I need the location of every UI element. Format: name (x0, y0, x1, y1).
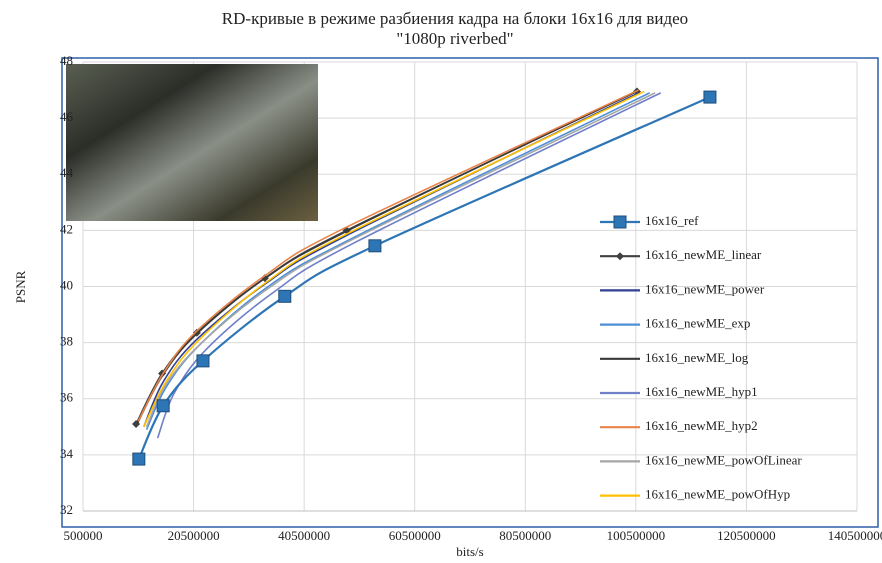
data-point (369, 240, 381, 252)
y-tick-label: 46 (60, 109, 74, 124)
chart-subtitle: "1080p riverbed" (396, 29, 513, 48)
y-tick-label: 38 (60, 334, 73, 349)
legend-label: 16x16_newME_powOfHyp (645, 487, 790, 502)
x-tick-label: 80500000 (499, 528, 551, 543)
legend-label: 16x16_ref (645, 213, 699, 228)
x-tick-label: 60500000 (389, 528, 441, 543)
x-axis-title: bits/s (456, 544, 483, 559)
data-point (197, 355, 209, 367)
x-tick-label: 20500000 (168, 528, 220, 543)
data-point (157, 400, 169, 412)
chart: RD-кривые в режиме разбиения кадра на бл… (0, 0, 882, 563)
y-tick-label: 36 (60, 390, 74, 405)
x-tick-label: 100500000 (607, 528, 666, 543)
legend-label: 16x16_newME_log (645, 350, 749, 365)
legend-label: 16x16_newME_exp (645, 316, 750, 331)
legend-label: 16x16_newME_hyp2 (645, 418, 758, 433)
legend-label: 16x16_newME_powOfLinear (645, 452, 802, 467)
legend-label: 16x16_newME_power (645, 281, 765, 296)
y-tick-label: 32 (60, 502, 73, 517)
video-frame-image (66, 64, 318, 221)
y-tick-label: 34 (60, 446, 74, 461)
data-point (704, 91, 716, 103)
data-point (279, 290, 291, 302)
y-tick-label: 48 (60, 53, 73, 68)
x-tick-label: 140500000 (828, 528, 882, 543)
legend-label: 16x16_newME_hyp1 (645, 384, 758, 399)
legend-marker (614, 216, 626, 228)
y-tick-label: 44 (60, 165, 74, 180)
x-tick-label: 40500000 (278, 528, 330, 543)
y-tick-label: 40 (60, 277, 73, 292)
y-axis-title: PSNR (13, 270, 28, 303)
x-tick-label: 120500000 (717, 528, 776, 543)
data-point (133, 453, 145, 465)
y-tick-label: 42 (60, 221, 73, 236)
legend-label: 16x16_newME_linear (645, 247, 762, 262)
legend-marker (616, 252, 624, 260)
x-tick-label: 500000 (64, 528, 103, 543)
chart-title: RD-кривые в режиме разбиения кадра на бл… (222, 9, 688, 28)
